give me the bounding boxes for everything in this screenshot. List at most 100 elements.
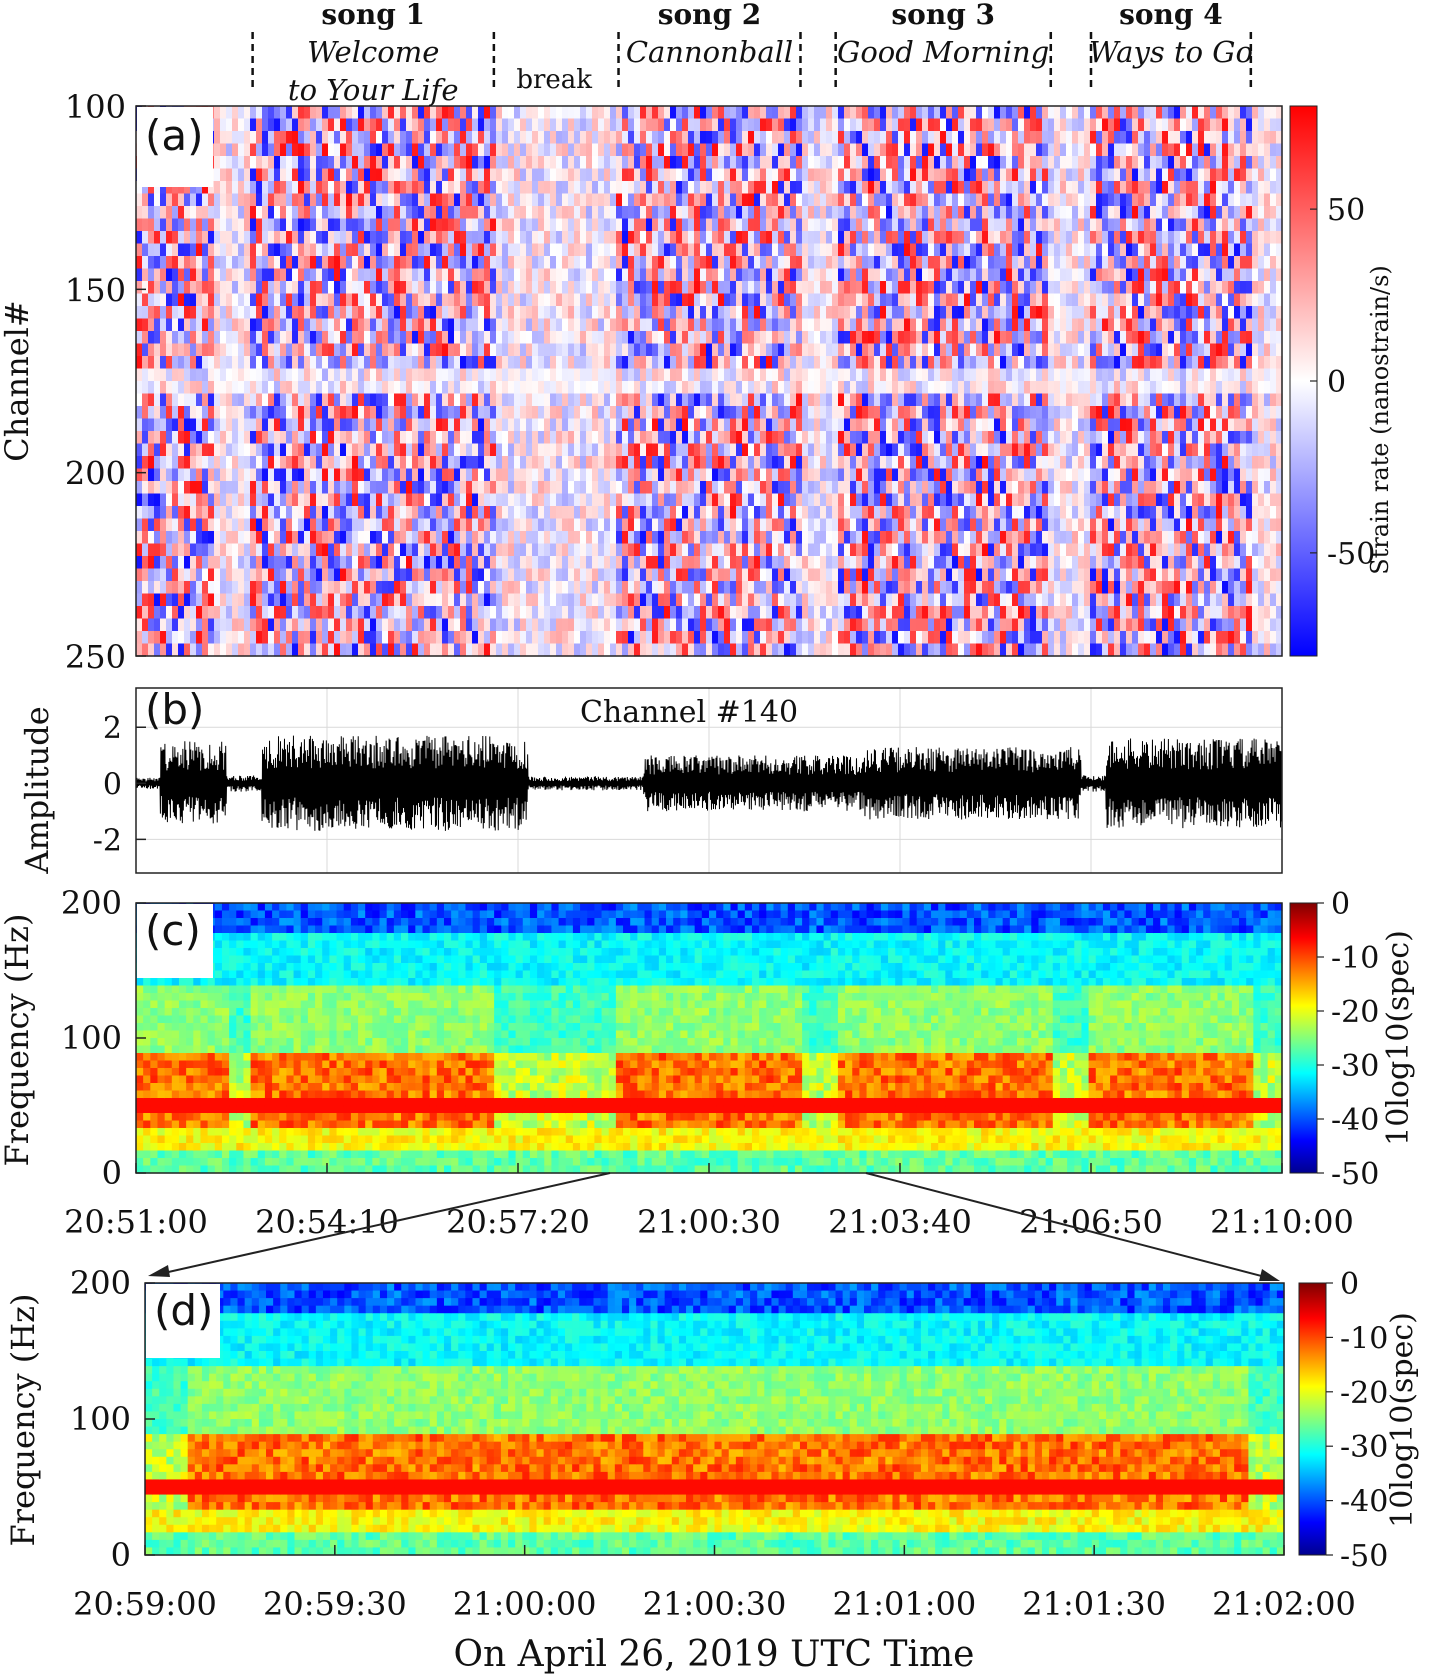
strain-cell xyxy=(706,368,713,382)
strain-cell xyxy=(766,231,773,245)
strain-cell xyxy=(394,543,401,557)
strain-cell xyxy=(484,106,491,120)
strain-cell xyxy=(544,168,551,182)
strain-cell xyxy=(604,106,611,120)
strain-cell xyxy=(622,468,629,482)
strain-cell xyxy=(190,406,197,420)
strain-cell xyxy=(586,606,593,620)
strain-cell xyxy=(562,156,569,170)
strain-cell xyxy=(754,193,761,207)
strain-cell xyxy=(196,293,203,307)
strain-cell xyxy=(418,443,425,457)
strain-cell xyxy=(466,493,473,507)
strain-cell xyxy=(298,231,305,245)
strain-cell xyxy=(364,331,371,345)
strain-cell xyxy=(598,406,605,420)
strain-cell xyxy=(142,543,149,557)
strain-cell xyxy=(244,181,251,195)
strain-cell xyxy=(292,468,299,482)
strain-cell xyxy=(712,631,719,645)
strain-cell xyxy=(550,168,557,182)
strain-cell xyxy=(310,356,317,370)
strain-cell xyxy=(496,268,503,282)
strain-cell xyxy=(244,381,251,395)
strain-cell xyxy=(442,293,449,307)
strain-cell xyxy=(376,268,383,282)
strain-cell xyxy=(400,318,407,332)
strain-cell xyxy=(382,231,389,245)
strain-cell xyxy=(640,481,647,495)
strain-cell xyxy=(466,356,473,370)
strain-cell xyxy=(226,293,233,307)
strain-cell xyxy=(742,456,749,470)
strain-cell xyxy=(688,456,695,470)
strain-cell xyxy=(406,581,413,595)
strain-cell xyxy=(286,531,293,545)
strain-cell xyxy=(358,331,365,345)
strain-cell xyxy=(598,156,605,170)
strain-cell xyxy=(328,368,335,382)
strain-cell xyxy=(304,181,311,195)
strain-cell xyxy=(808,306,815,320)
strain-cell xyxy=(346,418,353,432)
strain-cell xyxy=(358,206,365,220)
strain-cell xyxy=(466,168,473,182)
strain-cell xyxy=(508,631,515,645)
strain-cell xyxy=(292,131,299,145)
strain-cell xyxy=(424,518,431,532)
strain-cell xyxy=(328,443,335,457)
strain-cell xyxy=(358,143,365,157)
strain-cell xyxy=(166,556,173,570)
strain-cell xyxy=(364,468,371,482)
strain-cell xyxy=(592,418,599,432)
strain-cell xyxy=(238,256,245,270)
strain-cell xyxy=(382,631,389,645)
strain-cell xyxy=(694,531,701,545)
strain-cell xyxy=(652,156,659,170)
strain-cell xyxy=(364,318,371,332)
strain-cell xyxy=(274,368,281,382)
strain-cell xyxy=(232,468,239,482)
strain-cell xyxy=(622,618,629,632)
strain-cell xyxy=(784,543,791,557)
strain-cell xyxy=(244,406,251,420)
strain-cell xyxy=(172,531,179,545)
strain-cell xyxy=(472,356,479,370)
strain-cell xyxy=(454,218,461,232)
strain-cell xyxy=(268,331,275,345)
strain-cell xyxy=(262,468,269,482)
strain-cell xyxy=(490,581,497,595)
strain-cell xyxy=(166,481,173,495)
strain-cell xyxy=(448,643,455,657)
strain-cell xyxy=(748,331,755,345)
strain-cell xyxy=(604,581,611,595)
strain-cell xyxy=(754,331,761,345)
strain-cell xyxy=(766,581,773,595)
strain-cell xyxy=(496,643,503,657)
strain-cell xyxy=(232,106,239,120)
strain-cell xyxy=(616,468,623,482)
strain-cell xyxy=(586,481,593,495)
strain-cell xyxy=(502,556,509,570)
strain-cell xyxy=(202,268,209,282)
strain-cell xyxy=(658,618,665,632)
strain-cell xyxy=(676,143,683,157)
strain-cell xyxy=(328,543,335,557)
strain-cell xyxy=(352,343,359,357)
strain-cell xyxy=(586,368,593,382)
strain-cell xyxy=(358,106,365,120)
strain-cell xyxy=(136,643,143,657)
strain-cell xyxy=(436,431,443,445)
strain-cell xyxy=(436,481,443,495)
strain-cell xyxy=(646,631,653,645)
strain-cell xyxy=(418,343,425,357)
strain-cell xyxy=(658,518,665,532)
strain-cell xyxy=(580,543,587,557)
strain-cell xyxy=(808,331,815,345)
strain-cell xyxy=(544,381,551,395)
strain-cell xyxy=(748,531,755,545)
strain-cell xyxy=(214,518,221,532)
strain-cell xyxy=(346,293,353,307)
strain-cell xyxy=(502,381,509,395)
strain-cell xyxy=(454,406,461,420)
